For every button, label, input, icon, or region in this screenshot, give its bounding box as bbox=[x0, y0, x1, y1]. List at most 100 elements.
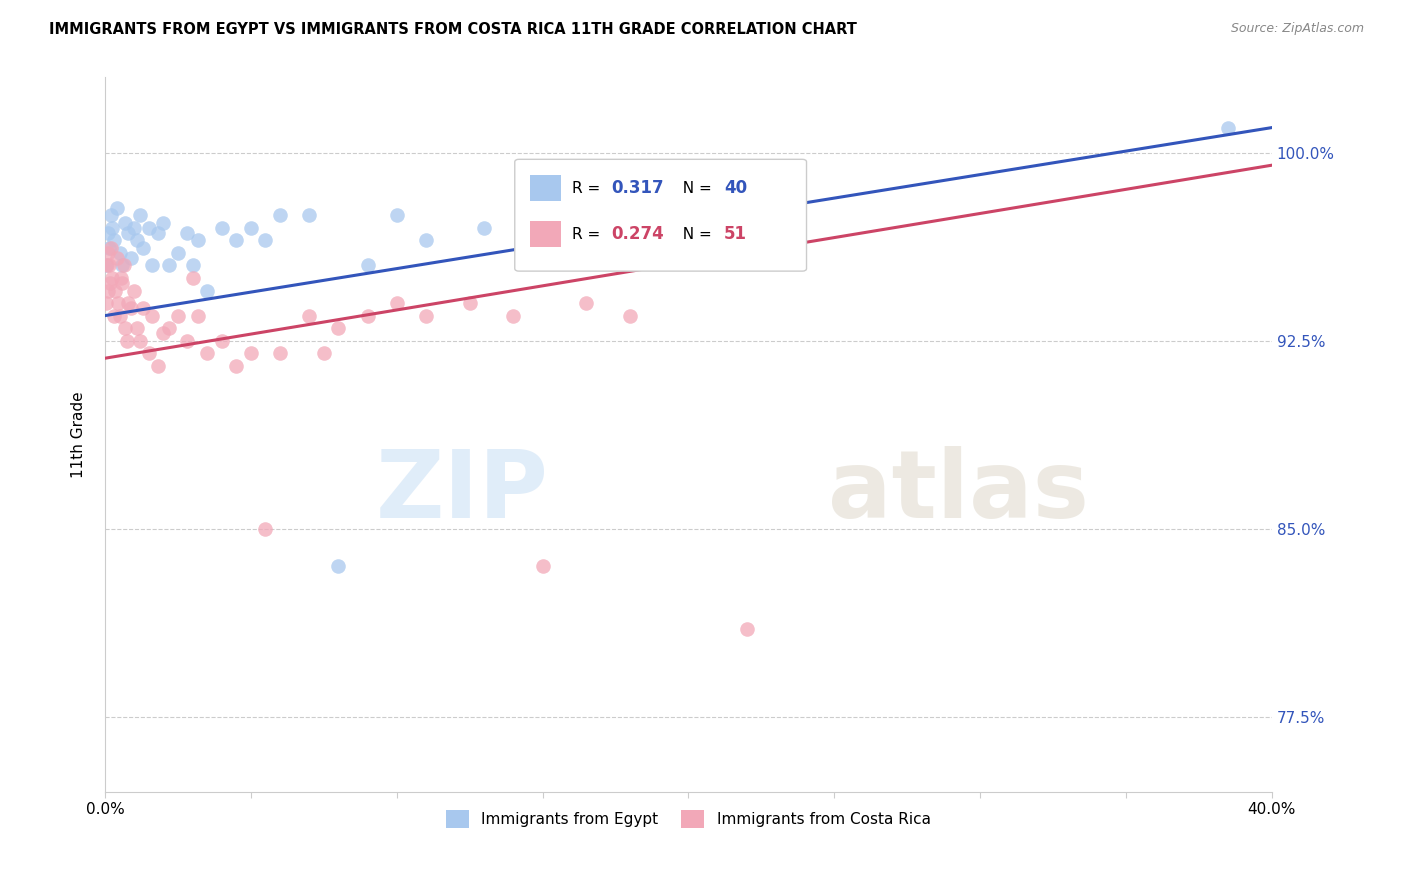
Text: N =: N = bbox=[673, 180, 717, 195]
Point bbox=[125, 234, 148, 248]
Point bbox=[415, 234, 437, 248]
Point bbox=[97, 284, 120, 298]
Point bbox=[97, 246, 120, 260]
Point bbox=[458, 296, 481, 310]
Point bbox=[385, 208, 408, 222]
Point bbox=[176, 334, 198, 348]
Point bbox=[117, 226, 139, 240]
Point bbox=[328, 321, 350, 335]
Point bbox=[472, 220, 495, 235]
Point bbox=[129, 208, 152, 222]
Point bbox=[117, 296, 139, 310]
Point bbox=[575, 296, 598, 310]
Point bbox=[176, 226, 198, 240]
Text: 40: 40 bbox=[724, 179, 747, 197]
Point bbox=[157, 321, 180, 335]
Point bbox=[211, 334, 233, 348]
Point bbox=[415, 309, 437, 323]
Point bbox=[269, 346, 291, 360]
Point bbox=[187, 309, 209, 323]
Point bbox=[125, 321, 148, 335]
Point bbox=[114, 216, 136, 230]
Point bbox=[111, 276, 134, 290]
Text: IMMIGRANTS FROM EGYPT VS IMMIGRANTS FROM COSTA RICA 11TH GRADE CORRELATION CHART: IMMIGRANTS FROM EGYPT VS IMMIGRANTS FROM… bbox=[49, 22, 858, 37]
Point bbox=[146, 359, 169, 373]
Point bbox=[187, 234, 209, 248]
Point bbox=[108, 246, 131, 260]
Point bbox=[254, 522, 277, 536]
Point bbox=[114, 321, 136, 335]
Point bbox=[141, 309, 163, 323]
Point bbox=[108, 309, 131, 323]
Point bbox=[103, 234, 125, 248]
Point bbox=[110, 271, 132, 285]
Point bbox=[157, 259, 180, 273]
Y-axis label: 11th Grade: 11th Grade bbox=[72, 392, 86, 478]
Text: ZIP: ZIP bbox=[375, 446, 548, 538]
Point bbox=[678, 208, 700, 222]
Point bbox=[96, 259, 118, 273]
Point bbox=[195, 284, 218, 298]
Point bbox=[312, 346, 335, 360]
Point bbox=[129, 334, 152, 348]
Point bbox=[96, 259, 118, 273]
Point bbox=[138, 220, 160, 235]
Point bbox=[122, 220, 145, 235]
Point bbox=[105, 251, 128, 265]
Point bbox=[97, 226, 120, 240]
Text: Source: ZipAtlas.com: Source: ZipAtlas.com bbox=[1230, 22, 1364, 36]
Point bbox=[502, 309, 524, 323]
Text: 0.274: 0.274 bbox=[612, 225, 664, 244]
Point bbox=[619, 309, 641, 323]
Point bbox=[239, 220, 262, 235]
Point bbox=[152, 216, 174, 230]
Point bbox=[120, 251, 142, 265]
Legend: Immigrants from Egypt, Immigrants from Costa Rica: Immigrants from Egypt, Immigrants from C… bbox=[440, 804, 936, 834]
Point bbox=[356, 309, 378, 323]
Point bbox=[122, 284, 145, 298]
Point bbox=[111, 259, 134, 273]
Point bbox=[1216, 120, 1239, 135]
Point bbox=[138, 346, 160, 360]
Text: R =: R = bbox=[572, 180, 605, 195]
Point bbox=[105, 201, 128, 215]
Point bbox=[100, 241, 122, 255]
Point bbox=[225, 234, 247, 248]
Point bbox=[120, 301, 142, 315]
Text: R =: R = bbox=[572, 227, 605, 242]
Point bbox=[254, 234, 277, 248]
Point bbox=[356, 259, 378, 273]
Point bbox=[98, 241, 121, 255]
Point bbox=[98, 259, 121, 273]
Point bbox=[269, 208, 291, 222]
Point bbox=[146, 226, 169, 240]
Point bbox=[211, 220, 233, 235]
Point bbox=[167, 309, 190, 323]
Point bbox=[239, 346, 262, 360]
Point bbox=[181, 259, 204, 273]
Point bbox=[103, 309, 125, 323]
Point bbox=[195, 346, 218, 360]
Text: 51: 51 bbox=[724, 225, 747, 244]
Point bbox=[132, 241, 155, 255]
Point bbox=[167, 246, 190, 260]
Point bbox=[735, 622, 758, 636]
Point bbox=[132, 301, 155, 315]
Point bbox=[298, 309, 321, 323]
Point bbox=[115, 334, 138, 348]
Point bbox=[98, 276, 121, 290]
Point bbox=[225, 359, 247, 373]
Point bbox=[531, 559, 554, 574]
Text: 0.317: 0.317 bbox=[612, 179, 664, 197]
Text: N =: N = bbox=[673, 227, 717, 242]
Point bbox=[181, 271, 204, 285]
Point bbox=[385, 296, 408, 310]
Point bbox=[298, 208, 321, 222]
Point bbox=[112, 259, 135, 273]
Point bbox=[101, 271, 124, 285]
Point bbox=[96, 296, 118, 310]
Point bbox=[152, 326, 174, 341]
Point bbox=[141, 259, 163, 273]
Point bbox=[100, 208, 122, 222]
Point bbox=[101, 220, 124, 235]
